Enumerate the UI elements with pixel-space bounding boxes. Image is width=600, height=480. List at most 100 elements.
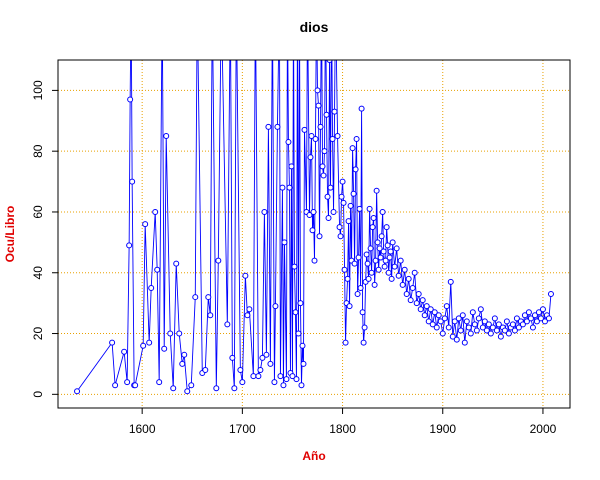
data-point xyxy=(314,0,319,2)
y-tick-label: 60 xyxy=(31,205,45,219)
data-point xyxy=(387,248,394,255)
data-point xyxy=(215,257,222,264)
data-point xyxy=(361,324,368,331)
data-point xyxy=(323,111,330,118)
data-point xyxy=(291,263,298,270)
data-point xyxy=(295,330,302,337)
data-point xyxy=(369,224,376,231)
data-point xyxy=(487,330,494,337)
data-point xyxy=(306,212,313,219)
data-point xyxy=(346,303,353,310)
data-point xyxy=(333,0,338,2)
data-point xyxy=(345,218,352,225)
x-tick-label: 1900 xyxy=(429,422,456,436)
data-point xyxy=(229,354,236,361)
data-point xyxy=(192,294,199,301)
data-point xyxy=(545,315,552,322)
data-point xyxy=(334,132,341,139)
data-point xyxy=(279,184,286,191)
data-point xyxy=(393,245,400,252)
data-point xyxy=(367,245,374,252)
data-point xyxy=(445,324,452,331)
data-point xyxy=(525,309,532,316)
data-point xyxy=(244,312,251,319)
data-point xyxy=(146,339,153,346)
data-point xyxy=(160,0,165,2)
data-point xyxy=(270,0,275,2)
data-point xyxy=(277,373,284,380)
data-point xyxy=(419,297,426,304)
data-point xyxy=(378,233,385,240)
y-tick-label: 100 xyxy=(31,80,45,100)
data-point xyxy=(207,312,214,319)
data-point xyxy=(347,202,354,209)
data-point xyxy=(234,0,239,2)
series xyxy=(74,0,554,395)
data-point xyxy=(471,321,478,328)
data-point xyxy=(274,123,281,130)
data-point xyxy=(485,321,492,328)
data-point xyxy=(531,312,538,319)
data-point xyxy=(397,257,404,264)
data-point xyxy=(455,315,462,322)
data-point xyxy=(336,224,343,231)
data-point xyxy=(340,199,347,206)
data-point xyxy=(132,382,139,389)
data-point xyxy=(491,315,498,322)
data-point xyxy=(184,388,191,395)
data-point xyxy=(342,339,349,346)
data-point xyxy=(391,263,398,270)
data-point xyxy=(341,266,348,273)
data-point xyxy=(363,251,370,258)
data-point xyxy=(352,166,359,173)
data-point xyxy=(380,248,387,255)
data-point xyxy=(179,360,186,367)
data-point xyxy=(297,0,302,2)
data-point xyxy=(405,275,412,282)
data-point xyxy=(477,306,484,313)
data-point xyxy=(360,339,367,346)
data-point xyxy=(377,254,384,261)
y-axis-label: Ocu/Libro xyxy=(3,206,17,263)
data-point xyxy=(315,102,322,109)
data-point xyxy=(224,321,231,328)
data-point xyxy=(327,184,334,191)
data-point xyxy=(148,284,155,291)
data-point xyxy=(325,215,332,222)
data-point xyxy=(156,379,163,386)
data-point xyxy=(385,269,392,276)
plot-frame xyxy=(57,59,571,409)
data-point xyxy=(126,242,133,249)
data-point xyxy=(411,269,418,276)
data-point xyxy=(417,306,424,313)
data-point xyxy=(429,321,436,328)
data-point xyxy=(473,327,480,334)
data-point xyxy=(427,306,434,313)
data-point xyxy=(181,351,188,358)
data-point xyxy=(210,0,215,2)
data-point xyxy=(289,373,296,380)
data-point xyxy=(386,254,393,261)
data-point xyxy=(283,376,290,383)
data-point xyxy=(127,96,134,103)
y-tick-label: 40 xyxy=(31,266,45,280)
data-point xyxy=(395,272,402,279)
data-point xyxy=(441,315,448,322)
data-point xyxy=(219,0,224,2)
data-point xyxy=(368,269,375,276)
data-point xyxy=(469,309,476,316)
x-tick-label: 1800 xyxy=(329,422,356,436)
data-point xyxy=(407,297,414,304)
data-point xyxy=(356,205,363,212)
data-point xyxy=(299,342,306,349)
data-point xyxy=(481,318,488,325)
data-point xyxy=(312,136,319,143)
data-point xyxy=(324,193,331,200)
data-point xyxy=(351,260,358,267)
data-point xyxy=(140,342,147,349)
data-point xyxy=(503,318,510,325)
data-point xyxy=(142,221,149,228)
data-point xyxy=(267,360,274,367)
data-point xyxy=(497,333,504,340)
data-point xyxy=(463,318,470,325)
